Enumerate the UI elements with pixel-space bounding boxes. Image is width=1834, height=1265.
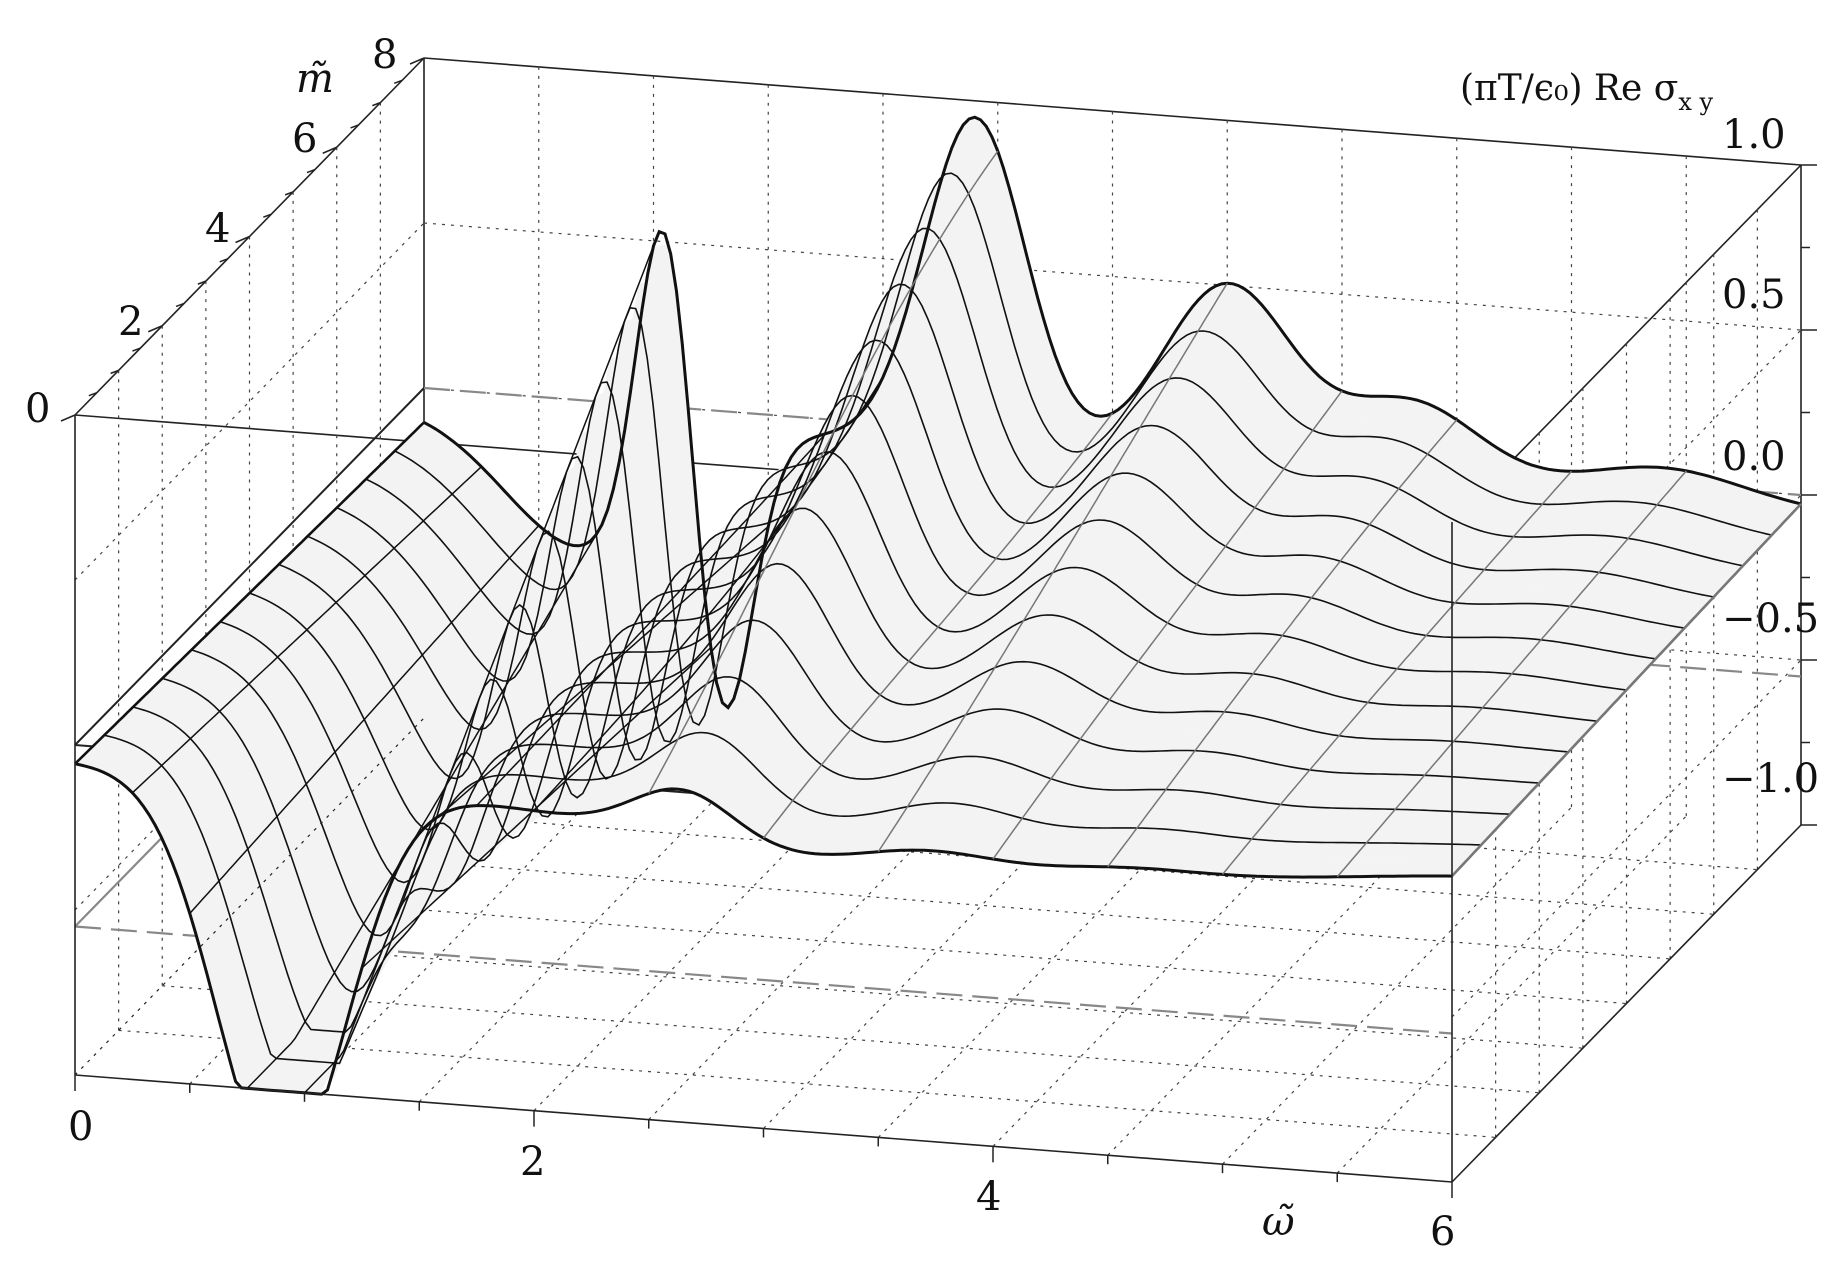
grid-floor-omega [1336, 815, 1687, 1174]
y-tick-mark [350, 124, 359, 129]
y-tick-label-2: 2 [118, 299, 143, 345]
mesh-line-omega-6 [418, 525, 769, 835]
y-tick-mark [284, 191, 294, 196]
x-tick-label-2: 2 [520, 1139, 545, 1185]
y-tick-mark [60, 414, 76, 422]
mesh-line-omega-13 [1107, 419, 1458, 868]
mesh-line-omega-3 [246, 534, 597, 1089]
y-tick-mark [393, 79, 403, 85]
y-axis-label: m̃ [296, 56, 334, 102]
mesh-line-omega-8 [533, 376, 884, 812]
y-tick-mark [219, 258, 228, 263]
y-tick-label-6: 6 [292, 116, 317, 162]
y-tick-mark [110, 369, 119, 375]
z-tick-label-minus-1.0: −1.0 [1722, 756, 1819, 802]
grid-floor-omega [1222, 806, 1572, 1165]
mesh-line-omega-7 [476, 433, 827, 807]
mesh-line-omega-15 [1336, 470, 1687, 878]
mesh-line-omega-2 [189, 524, 540, 914]
mesh-line-omega-12 [992, 390, 1343, 860]
y-tick-mark [322, 146, 338, 154]
y-tick-mark [263, 213, 272, 218]
x-axis-label: ω̃ [1262, 1199, 1295, 1245]
grid-floor-m [293, 851, 1671, 960]
grid-floor-m [249, 895, 1627, 1005]
y-tick-label-8: 8 [372, 32, 397, 78]
mesh-line-omega-16 [1451, 503, 1802, 877]
mesh-line-omega-4 [303, 245, 655, 1094]
grid-right-horizontal [1451, 659, 1802, 1018]
mesh-line-omega-11 [877, 282, 1228, 853]
y-tick-label-0: 0 [25, 386, 50, 432]
z-tick-label-minus-0.5: −0.5 [1722, 596, 1819, 642]
y-tick-mark [88, 391, 98, 397]
z-tick-label-1.0: 1.0 [1722, 112, 1786, 158]
mesh-line-omega-10 [762, 412, 1114, 839]
box-edge-right-bottom [1451, 824, 1802, 1183]
box-edge-left-bottom [74, 717, 425, 1076]
y-tick-mark [409, 57, 425, 65]
mesh-line-omega-0 [74, 421, 425, 765]
y-tick-mark [175, 302, 185, 308]
y-tick-mark [372, 101, 381, 107]
zero-plane-left [74, 387, 425, 746]
x-tick-label-6: 6 [1430, 1209, 1455, 1255]
mesh-line-omega-1 [131, 466, 482, 794]
y-tick-mark [235, 235, 250, 244]
z-tick-label-0.5: 0.5 [1722, 272, 1786, 318]
y-tick-mark [147, 325, 163, 333]
z-axis-label-main: (πT/ϵ₀) Re σ [1460, 68, 1678, 109]
x-tick-label-0: 0 [68, 1104, 93, 1150]
y-tick-mark [132, 347, 141, 352]
grid-floor-m [162, 985, 1540, 1094]
x-tick-label-4: 4 [976, 1174, 1001, 1220]
box-edge-back-top [423, 57, 1802, 166]
grid-floor-omega [418, 744, 769, 1103]
grid-floor-m [205, 940, 1583, 1049]
surface-mesh [74, 115, 1802, 1096]
mesh-line-omega-9 [648, 150, 999, 794]
z-axis-label-subscript: x y [1678, 88, 1713, 116]
z-tick-label-0.0: 0.0 [1722, 434, 1786, 480]
y-tick-mark [306, 168, 316, 174]
grid-left-horizontal [74, 222, 425, 581]
tick-marks [60, 57, 1817, 1198]
z-axis-label: (πT/ϵ₀) Re σx y [1460, 68, 1714, 116]
mesh-line-omega-14 [1221, 470, 1573, 875]
y-tick-label-4: 4 [205, 206, 230, 252]
y-tick-mark [197, 280, 207, 285]
